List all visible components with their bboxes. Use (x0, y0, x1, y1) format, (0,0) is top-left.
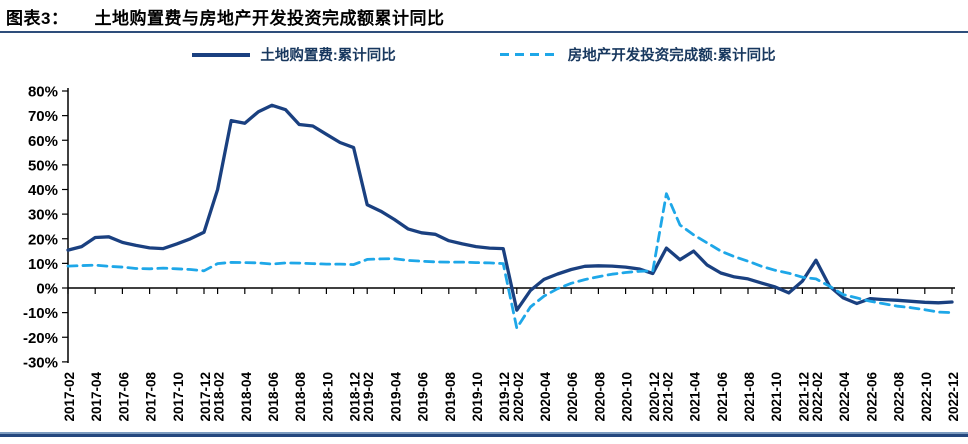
y-tick-label: 30% (28, 207, 58, 224)
series-investment-line (66, 192, 954, 330)
x-tick-label: 2021-08 (742, 372, 757, 422)
legend-item-investment: 房地产开发投资完成额:累计同比 (499, 44, 776, 65)
x-tick-label: 2019-12 (497, 372, 512, 422)
y-tick-label: 60% (28, 133, 58, 150)
x-tick-label: 2021-02 (660, 372, 675, 422)
x-tick-label: 2018-12 (348, 372, 363, 422)
footer-divider (0, 432, 968, 437)
x-tick-label: 2017-08 (144, 372, 159, 422)
x-tick-label: 2022-06 (864, 372, 879, 422)
x-tick-label: 2020-12 (647, 372, 662, 422)
x-tick-label: 2017-04 (89, 372, 104, 422)
y-tick-label: 70% (28, 108, 58, 125)
x-tick-label: 2018-04 (239, 372, 254, 422)
figure-number: 图表3： (6, 9, 69, 28)
x-tick-label: 2021-04 (688, 372, 703, 422)
x-tick-label: 2017-02 (62, 372, 77, 422)
y-tick-label: 10% (28, 256, 58, 273)
x-tick-label: 2019-06 (416, 372, 431, 422)
x-tick-label: 2017-06 (116, 372, 131, 422)
x-tick-label: 2021-10 (769, 372, 784, 422)
x-tick-label: 2021-06 (715, 372, 730, 422)
x-tick-label: 2022-02 (810, 372, 825, 422)
legend-label: 房地产开发投资完成额:累计同比 (567, 48, 776, 64)
y-tick-label: 80% (28, 84, 58, 101)
y-tick-label: -30% (23, 354, 58, 371)
x-tick-label: 2018-06 (266, 372, 281, 422)
x-tick-label: 2020-04 (538, 372, 553, 422)
x-tick-label: 2019-10 (470, 372, 485, 422)
y-tick-label: 20% (28, 231, 58, 248)
x-tick-label: 2019-04 (388, 372, 403, 422)
x-tick-label: 2022-10 (919, 372, 934, 422)
x-tick-label: 2022-12 (946, 372, 961, 422)
x-tick-label: 2017-10 (171, 372, 186, 422)
chart-legend: 土地购置费:累计同比 房地产开发投资完成额:累计同比 (0, 44, 968, 65)
title-divider (0, 31, 968, 33)
x-tick-label: 2017-12 (198, 372, 213, 422)
legend-label: 土地购置费:累计同比 (260, 48, 396, 64)
y-tick-label: 50% (28, 157, 58, 174)
x-tick-label: 2020-10 (620, 372, 635, 422)
x-tick-label: 2019-02 (361, 372, 376, 422)
y-tick-label: 40% (28, 182, 58, 199)
figure-title: 图表3： 土地购置费与房地产开发投资完成额累计同比 (6, 4, 444, 29)
y-tick-label: 0% (36, 281, 58, 298)
legend-item-land-purchase: 土地购置费:累计同比 (192, 44, 396, 65)
x-tick-label: 2020-06 (565, 372, 580, 422)
y-tick-label: -20% (23, 330, 58, 347)
x-tick-label: 2018-10 (320, 372, 335, 422)
legend-dashed-line-swatch (499, 52, 558, 57)
x-tick-label: 2018-02 (212, 372, 227, 422)
legend-solid-line-swatch (192, 52, 251, 57)
x-tick-label: 2021-12 (796, 372, 811, 422)
x-tick-label: 2019-08 (443, 372, 458, 422)
x-tick-label: 2018-08 (293, 372, 308, 422)
y-tick-label: -10% (23, 305, 58, 322)
x-tick-label: 2022-04 (837, 372, 852, 422)
x-tick-label: 2022-08 (892, 372, 907, 422)
figure-title-text: 土地购置费与房地产开发投资完成额累计同比 (94, 9, 445, 28)
x-tick-label: 2020-08 (592, 372, 607, 422)
x-tick-label: 2020-02 (511, 372, 526, 422)
